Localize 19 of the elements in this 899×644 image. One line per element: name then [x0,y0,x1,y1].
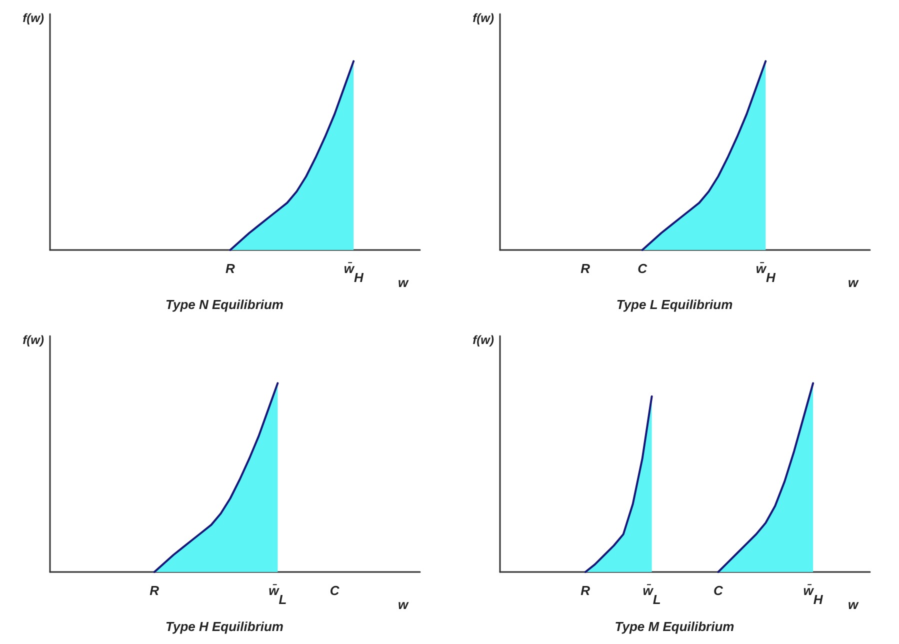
text: Type M Equilibrium [614,619,735,634]
x-tick-label: R [580,261,590,276]
y-axis-title: f(w) [472,333,494,347]
y-axis-title: f(w) [472,11,494,25]
x-axis-title: w [398,597,409,612]
y-axis-title: f(w) [22,11,44,25]
x-axis-title: w [398,275,409,290]
text: Type H Equilibrium [166,619,284,634]
x-tick-label: R [580,583,590,598]
text: Type L Equilibrium [616,297,734,312]
x-tick-label: C [330,583,340,598]
x-tick-label: R [150,583,160,598]
y-axis-title: f(w) [22,333,44,347]
x-tick-label: R [226,261,235,276]
x-tick-label: C [714,583,723,598]
x-axis-title: w [848,597,859,612]
x-tick-label: C [638,261,647,276]
text: Type N Equilibrium [166,297,284,312]
x-axis-title: w [848,275,859,290]
